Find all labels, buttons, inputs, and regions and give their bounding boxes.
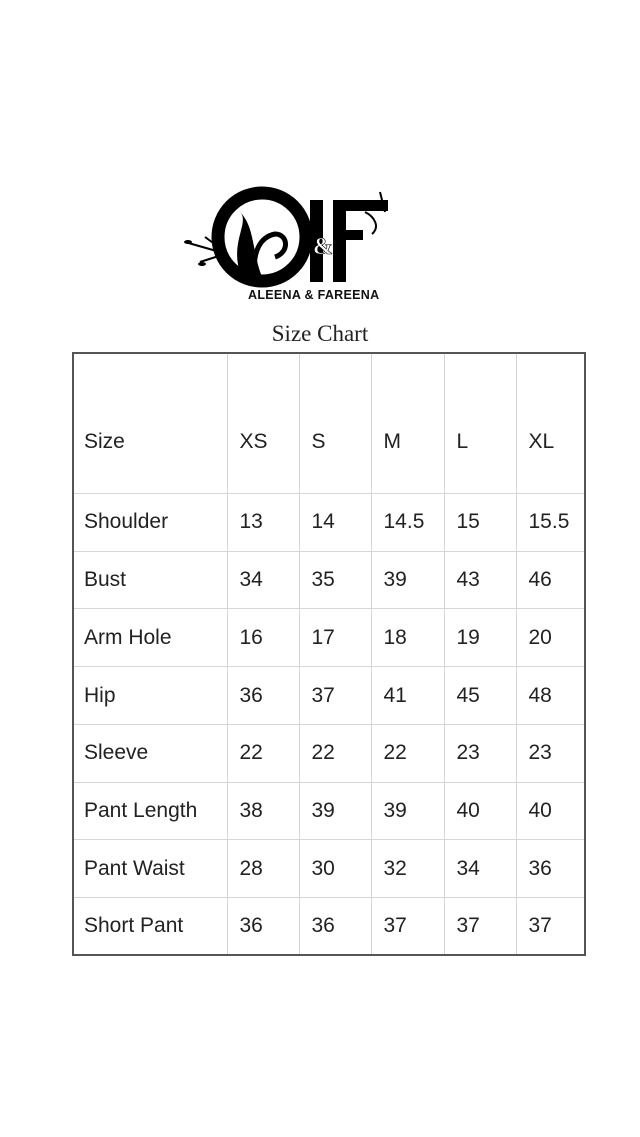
row-header-label: Size xyxy=(74,354,228,495)
table-row: Sleeve 22 22 22 23 23 xyxy=(74,723,584,783)
header-row: Size XS S M L XL xyxy=(74,354,584,495)
measurement-value: 20 xyxy=(515,608,584,668)
table-row: Pant Length 38 39 39 40 40 xyxy=(74,781,584,841)
table-row: Bust 34 35 39 43 46 xyxy=(74,550,584,610)
table-row: Hip 36 37 41 45 48 xyxy=(74,666,584,725)
measurement-label: Bust xyxy=(74,550,228,610)
measurement-label: Short Pant xyxy=(74,896,228,954)
size-header: L xyxy=(443,354,517,495)
measurement-value: 41 xyxy=(370,666,445,725)
measurement-value: 36 xyxy=(298,896,372,954)
size-header: XS xyxy=(226,354,300,495)
page-title: Size Chart xyxy=(271,321,369,346)
measurement-value: 37 xyxy=(515,896,584,954)
measurement-value: 36 xyxy=(515,839,584,898)
table-row: Arm Hole 16 17 18 19 20 xyxy=(74,608,584,668)
measurement-value: 39 xyxy=(298,781,372,841)
measurement-value: 18 xyxy=(370,608,445,668)
measurement-value: 40 xyxy=(515,781,584,841)
svg-text:&: & xyxy=(313,234,333,260)
measurement-value: 22 xyxy=(298,723,372,783)
measurement-value: 14 xyxy=(298,493,372,552)
measurement-value: 36 xyxy=(226,666,300,725)
size-header: M xyxy=(370,354,445,495)
measurement-value: 35 xyxy=(298,550,372,610)
measurement-value: 36 xyxy=(226,896,300,954)
measurement-value: 48 xyxy=(515,666,584,725)
measurement-value: 39 xyxy=(370,781,445,841)
measurement-value: 19 xyxy=(443,608,517,668)
measurement-label: Hip xyxy=(74,666,228,725)
measurement-value: 30 xyxy=(298,839,372,898)
measurement-label: Pant Length xyxy=(74,781,228,841)
measurement-value: 38 xyxy=(226,781,300,841)
measurement-value: 46 xyxy=(515,550,584,610)
measurement-value: 22 xyxy=(370,723,445,783)
measurement-value: 13 xyxy=(226,493,300,552)
measurement-value: 45 xyxy=(443,666,517,725)
brand-name: ALEENA & FAREENA xyxy=(248,288,380,302)
measurement-value: 37 xyxy=(370,896,445,954)
measurement-value: 23 xyxy=(515,723,584,783)
measurement-value: 16 xyxy=(226,608,300,668)
measurement-value: 15.5 xyxy=(515,493,584,552)
measurement-label: Pant Waist xyxy=(74,839,228,898)
table-row: Pant Waist 28 30 32 34 36 xyxy=(74,839,584,898)
measurement-value: 34 xyxy=(443,839,517,898)
size-header: S xyxy=(298,354,372,495)
measurement-value: 23 xyxy=(443,723,517,783)
measurement-value: 37 xyxy=(443,896,517,954)
size-chart-table: Size XS S M L XL Shoulder 13 14 14.5 15 15.5 Bust 34 3… xyxy=(72,352,586,956)
measurement-label: Shoulder xyxy=(74,493,228,552)
measurement-label: Arm Hole xyxy=(74,608,228,668)
table-row: Shoulder 13 14 14.5 15 15.5 xyxy=(74,493,584,552)
measurement-label: Sleeve xyxy=(74,723,228,783)
measurement-value: 40 xyxy=(443,781,517,841)
measurement-value: 34 xyxy=(226,550,300,610)
measurement-value: 43 xyxy=(443,550,517,610)
measurement-value: 37 xyxy=(298,666,372,725)
measurement-value: 17 xyxy=(298,608,372,668)
measurement-value: 28 xyxy=(226,839,300,898)
measurement-value: 15 xyxy=(443,493,517,552)
measurement-value: 22 xyxy=(226,723,300,783)
brand-logo: & xyxy=(184,186,388,288)
measurement-value: 39 xyxy=(370,550,445,610)
size-header: XL xyxy=(515,354,584,495)
table-row: Short Pant 36 36 37 37 37 xyxy=(74,896,584,954)
measurement-value: 32 xyxy=(370,839,445,898)
measurement-value: 14.5 xyxy=(370,493,445,552)
